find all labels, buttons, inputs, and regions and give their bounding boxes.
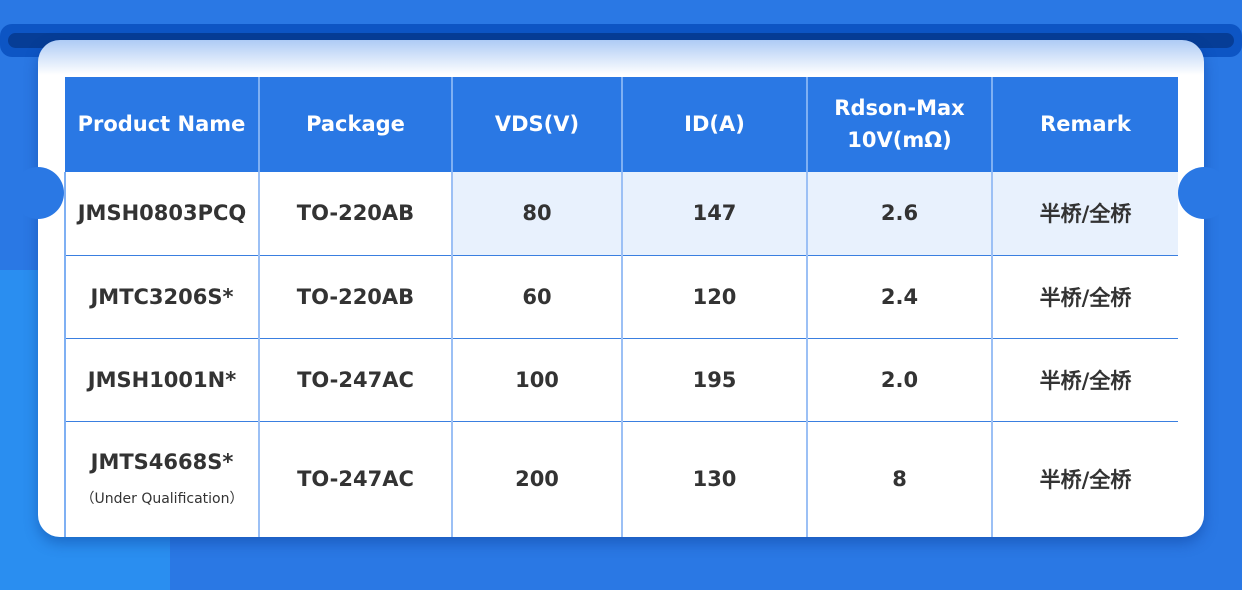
table-row: JMTC3206S* TO-220AB 60 120 2.4 半桥/全桥 — [64, 255, 1178, 339]
header-rdson: Rdson-Max 10V(mΩ) — [806, 77, 992, 172]
product-table: Product Name Package VDS(V) ID(A) Rdson-… — [64, 77, 1178, 537]
cell-product-name: JMTS4668S* （Under Qualification） — [64, 421, 259, 537]
table-row: JMSH1001N* TO-247AC 100 195 2.0 半桥/全桥 — [64, 338, 1178, 422]
cell-rdson: 2.0 — [806, 338, 992, 422]
product-name: JMTS4668S* — [90, 450, 234, 475]
product-name: JMSH1001N* — [87, 367, 237, 392]
cell-id: 130 — [621, 421, 807, 537]
cell-package: TO-220AB — [258, 255, 452, 339]
product-name: JMTC3206S* — [90, 284, 234, 309]
cell-remark: 半桥/全桥 — [991, 255, 1178, 339]
right-notch — [1178, 167, 1230, 219]
cell-rdson: 2.4 — [806, 255, 992, 339]
cell-product-name: JMTC3206S* — [64, 255, 259, 339]
header-vds: VDS(V) — [451, 77, 622, 172]
cell-id: 147 — [621, 172, 807, 256]
table-row: JMSH0803PCQ TO-220AB 80 147 2.6 半桥/全桥 — [64, 172, 1178, 256]
cell-remark: 半桥/全桥 — [991, 338, 1178, 422]
cell-id: 120 — [621, 255, 807, 339]
cell-vds: 60 — [451, 255, 622, 339]
cell-vds: 100 — [451, 338, 622, 422]
cell-package: TO-247AC — [258, 338, 452, 422]
cell-vds: 200 — [451, 421, 622, 537]
cell-product-name: JMSH0803PCQ — [64, 172, 259, 256]
product-name: JMSH0803PCQ — [77, 201, 247, 226]
header-remark: Remark — [991, 77, 1178, 172]
cell-package: TO-220AB — [258, 172, 452, 256]
cell-id: 195 — [621, 338, 807, 422]
cell-rdson: 2.6 — [806, 172, 992, 256]
cell-product-name: JMSH1001N* — [64, 338, 259, 422]
cell-rdson: 8 — [806, 421, 992, 537]
table-row: JMTS4668S* （Under Qualification） TO-247AC 2… — [64, 421, 1178, 537]
left-notch — [12, 167, 64, 219]
header-id: ID(A) — [621, 77, 807, 172]
header-row: Product Name Package VDS(V) ID(A) Rdson-… — [65, 77, 1178, 172]
cell-remark: 半桥/全桥 — [991, 421, 1178, 537]
product-note: （Under Qualification） — [80, 491, 244, 508]
header-product-name: Product Name — [65, 77, 259, 172]
cell-vds: 80 — [451, 172, 622, 256]
cell-package: TO-247AC — [258, 421, 452, 537]
cell-remark: 半桥/全桥 — [991, 172, 1178, 256]
header-package: Package — [258, 77, 452, 172]
